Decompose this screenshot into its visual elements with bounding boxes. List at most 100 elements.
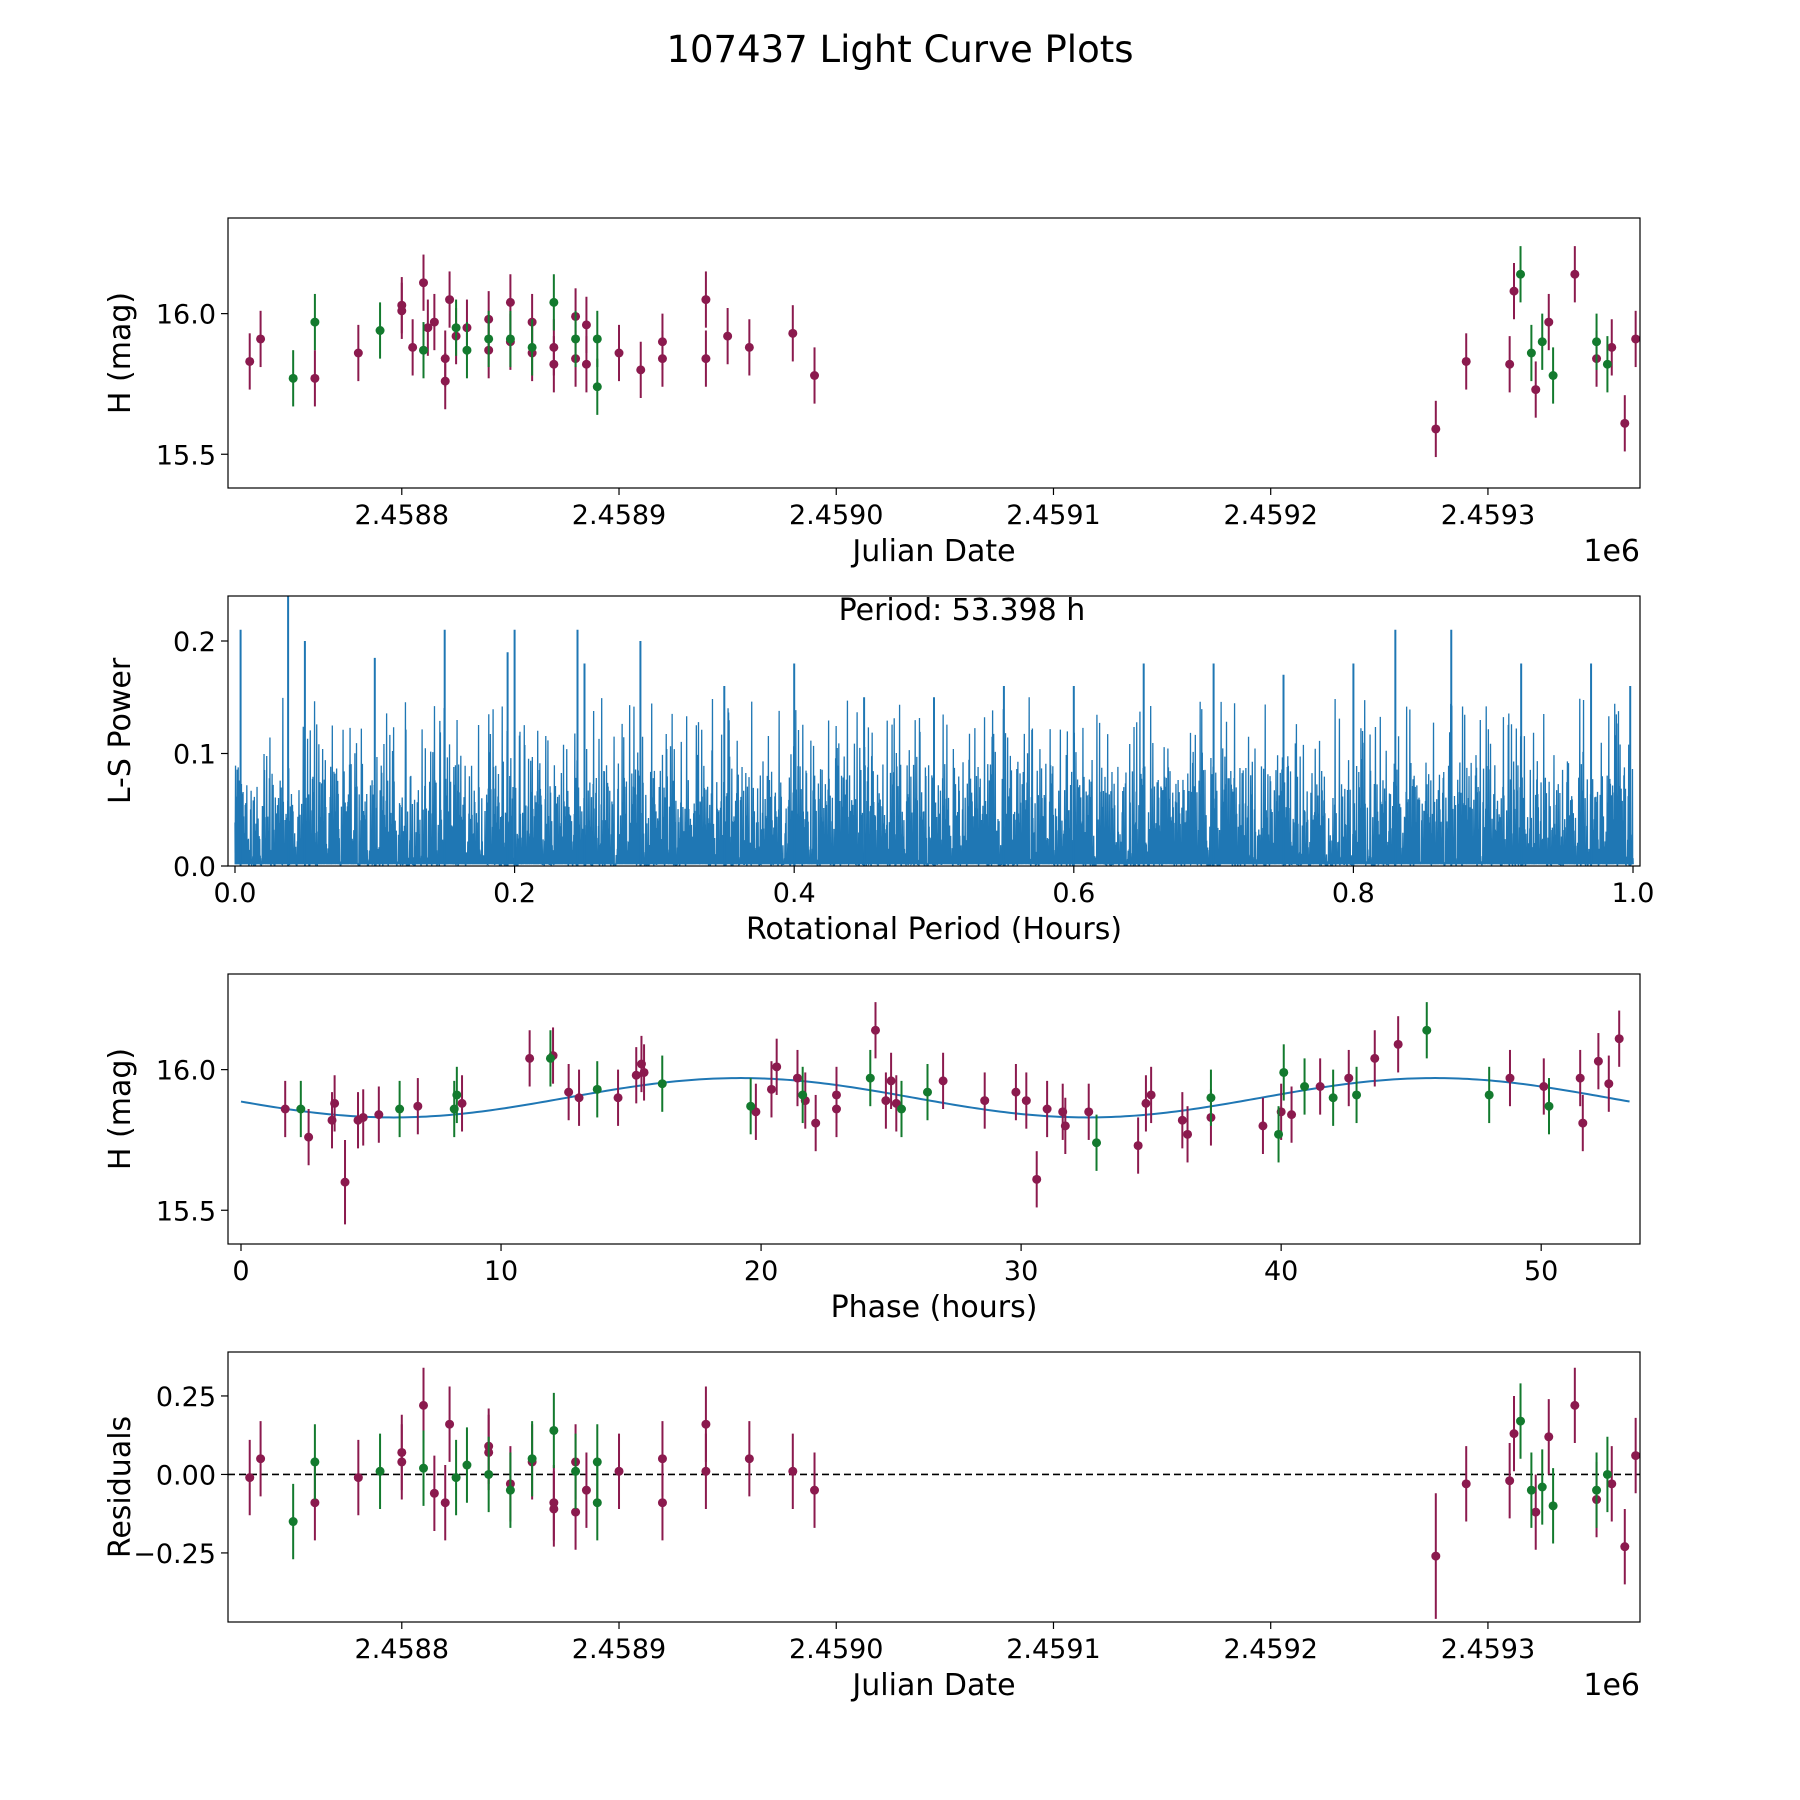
x-tick-label: 0.8	[1332, 878, 1375, 909]
data-point	[451, 323, 461, 333]
data-point	[1060, 1121, 1070, 1131]
data-point	[744, 1454, 754, 1464]
data-point	[1315, 1082, 1325, 1091]
data-point	[245, 1473, 255, 1483]
data-point	[1431, 1551, 1441, 1561]
data-point	[419, 345, 429, 355]
data-point	[429, 1488, 439, 1498]
series_a-series	[280, 1002, 1624, 1225]
data-point	[1461, 356, 1471, 366]
data-point	[1505, 359, 1515, 369]
data-point	[1484, 1090, 1494, 1100]
period-annotation: Period: 53.398 h	[839, 593, 1086, 628]
data-point	[1505, 1073, 1515, 1083]
data-point	[1393, 1039, 1403, 1049]
data-point	[440, 354, 450, 364]
data-point	[413, 1101, 423, 1111]
data-point	[1146, 1090, 1156, 1100]
data-point	[310, 1498, 320, 1508]
data-point	[639, 1067, 649, 1077]
data-point	[581, 359, 591, 369]
data-point	[657, 1498, 667, 1508]
data-point	[1602, 359, 1612, 369]
data-point	[1042, 1104, 1052, 1114]
data-point	[1344, 1073, 1354, 1083]
data-point	[1092, 1138, 1102, 1148]
data-point	[549, 1498, 559, 1508]
data-point	[256, 1454, 266, 1464]
data-point	[397, 1447, 407, 1457]
data-point	[1607, 1479, 1617, 1489]
x-tick-label: 20	[744, 1256, 778, 1287]
x-tick-label: 2.4593	[1441, 500, 1535, 531]
power-spectrum	[234, 596, 1634, 866]
y-tick-label: 16.0	[156, 300, 216, 331]
data-point	[1370, 1053, 1380, 1063]
data-point	[375, 326, 385, 335]
data-point	[657, 1454, 667, 1464]
data-point	[310, 317, 320, 327]
data-point	[1544, 317, 1554, 327]
data-point	[462, 1460, 472, 1470]
data-point	[723, 331, 733, 341]
data-point	[353, 348, 363, 358]
data-point	[1516, 269, 1526, 279]
data-point	[1084, 1107, 1094, 1117]
data-point	[397, 300, 407, 310]
data-point	[452, 1090, 462, 1100]
data-point	[1607, 342, 1617, 352]
y-tick-label: −0.25	[133, 1539, 216, 1570]
data-point	[408, 342, 418, 352]
x-tick-label: 2.4591	[1006, 1634, 1100, 1665]
data-point	[1592, 337, 1602, 347]
data-point	[1531, 385, 1541, 395]
data-point	[1328, 1093, 1338, 1103]
data-point	[505, 297, 515, 307]
data-point	[571, 334, 581, 344]
plot-frame	[227, 1351, 1641, 1623]
data-point	[549, 1425, 559, 1435]
data-point	[1592, 1485, 1602, 1495]
data-point	[353, 1473, 363, 1483]
data-point	[746, 1101, 756, 1111]
data-point	[574, 1093, 584, 1103]
data-point	[896, 1104, 906, 1114]
data-point	[571, 1466, 581, 1476]
data-point	[980, 1096, 990, 1106]
panel-light-curve: 2.4588 2.4589 2.4590 2.4591 2.4592 2.4593 15.5…	[103, 217, 1641, 569]
data-point	[701, 1466, 711, 1476]
x-tick-label: 2.4590	[789, 1634, 883, 1665]
data-point	[288, 373, 298, 383]
y-tick-label: 0.00	[156, 1460, 216, 1491]
data-point	[1548, 1501, 1558, 1511]
data-point	[1422, 1025, 1432, 1035]
data-point	[592, 1457, 602, 1467]
data-point	[1526, 1485, 1536, 1495]
data-point	[922, 1087, 932, 1097]
data-point	[280, 1104, 290, 1114]
data-point	[1032, 1174, 1042, 1184]
plot-frame	[227, 217, 1641, 489]
data-point	[395, 1104, 405, 1114]
data-point	[1021, 1096, 1031, 1106]
y-axis-label: H (mag)	[103, 292, 138, 414]
data-point	[423, 323, 433, 333]
x-tick-label: 2.4588	[355, 1634, 449, 1665]
data-point	[772, 1062, 782, 1072]
data-point	[457, 1098, 467, 1108]
data-point	[549, 342, 559, 352]
data-point	[375, 1466, 385, 1476]
data-point	[865, 1073, 875, 1083]
data-point	[527, 1454, 537, 1464]
data-point	[1620, 418, 1630, 428]
data-point	[1570, 269, 1580, 279]
data-point	[1544, 1432, 1554, 1442]
data-point	[636, 365, 646, 375]
x-tick-label: 10	[484, 1256, 518, 1287]
data-point	[1614, 1034, 1624, 1044]
data-point	[811, 1118, 821, 1128]
data-point	[462, 345, 472, 355]
x-tick-label: 2.4592	[1223, 1634, 1317, 1665]
x-tick-label: 0.2	[493, 878, 536, 909]
data-point	[549, 297, 559, 307]
